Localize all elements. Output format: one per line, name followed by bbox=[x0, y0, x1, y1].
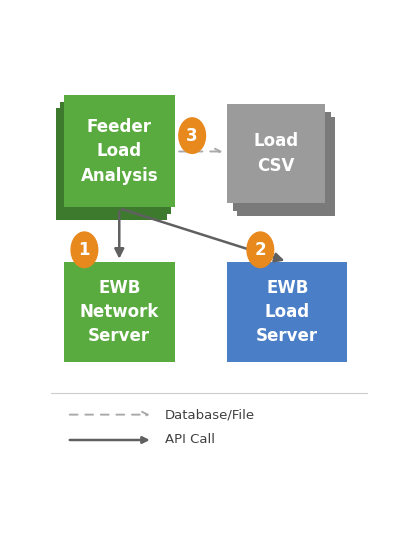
FancyBboxPatch shape bbox=[56, 108, 167, 220]
FancyBboxPatch shape bbox=[64, 262, 175, 362]
FancyBboxPatch shape bbox=[64, 96, 175, 208]
Text: 1: 1 bbox=[79, 241, 90, 259]
Circle shape bbox=[71, 232, 98, 267]
Text: EWB
Load
Server: EWB Load Server bbox=[256, 279, 318, 345]
Text: API Call: API Call bbox=[165, 434, 215, 446]
FancyBboxPatch shape bbox=[227, 104, 325, 203]
Text: Load
CSV: Load CSV bbox=[254, 132, 299, 175]
Text: Database/File: Database/File bbox=[165, 408, 255, 421]
Text: Feeder
Load
Analysis: Feeder Load Analysis bbox=[81, 118, 158, 185]
FancyBboxPatch shape bbox=[236, 116, 335, 216]
Text: 2: 2 bbox=[254, 241, 266, 259]
FancyBboxPatch shape bbox=[227, 262, 348, 362]
Text: 3: 3 bbox=[187, 127, 198, 144]
FancyBboxPatch shape bbox=[60, 102, 171, 214]
Circle shape bbox=[179, 118, 205, 153]
Text: EWB
Network
Server: EWB Network Server bbox=[80, 279, 159, 345]
FancyBboxPatch shape bbox=[233, 111, 331, 211]
Circle shape bbox=[247, 232, 274, 267]
